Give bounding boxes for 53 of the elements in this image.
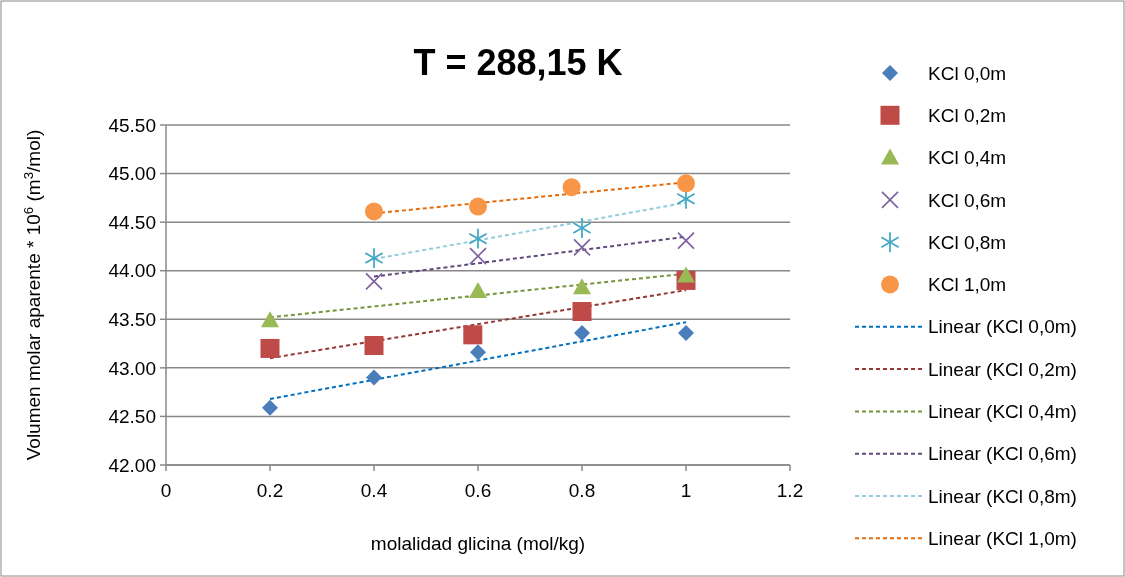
- y-tick-label: 43.50: [108, 308, 156, 330]
- point: [562, 178, 581, 197]
- point: [677, 174, 695, 193]
- legend-label: KCl 0,2m: [928, 104, 1007, 126]
- y-tick-label: 43.00: [108, 357, 156, 379]
- y-tick-label: 45.50: [108, 114, 156, 136]
- legend-label: KCl 0,6m: [928, 189, 1007, 211]
- legend-label: KCl 0,8m: [928, 231, 1007, 253]
- point: [468, 228, 488, 249]
- legend-label: Linear (KCl 0,4m): [928, 401, 1077, 423]
- point: [469, 197, 487, 216]
- legend-label: Linear (KCl 0,0m): [928, 316, 1077, 338]
- point: [677, 231, 695, 250]
- point: [677, 266, 695, 283]
- x-axis-title: molalidad glicina (mol/kg): [370, 533, 586, 554]
- x-tick-label: 0.8: [568, 480, 596, 501]
- legend-label: Linear (KCl 0,8m): [928, 485, 1077, 507]
- legend-label: Linear (KCl 0,6m): [928, 443, 1077, 465]
- point: [573, 238, 591, 257]
- x-tick-label: 1.2: [776, 480, 804, 501]
- point: [365, 202, 383, 221]
- x-tick-label: 0.6: [464, 480, 492, 501]
- y-tick-label: 44.50: [108, 211, 156, 233]
- point: [364, 336, 384, 356]
- legend-label: KCl 0,0m: [928, 62, 1007, 84]
- legend-label: Linear (KCl 1,0m): [928, 527, 1077, 549]
- point: [572, 218, 592, 238]
- legend-label: KCl 0,4m: [928, 147, 1007, 169]
- y-tick-label: 44.00: [108, 260, 156, 282]
- point: [572, 302, 592, 322]
- point: [469, 282, 487, 299]
- point: [366, 369, 382, 386]
- legend-label: Linear (KCl 0,2m): [928, 358, 1077, 380]
- y-tick-label: 45.00: [108, 163, 156, 185]
- point: [260, 338, 280, 358]
- point: [574, 324, 590, 341]
- point: [573, 278, 591, 295]
- x-tick-label: 0.4: [360, 480, 388, 501]
- x-tick-label: 0.2: [256, 480, 284, 501]
- point: [469, 247, 487, 265]
- point: [262, 399, 278, 416]
- legend-label: KCl 1,0m: [928, 274, 1007, 296]
- point: [678, 324, 694, 341]
- point: [470, 344, 486, 361]
- point: [364, 248, 384, 269]
- point: [365, 272, 383, 291]
- y-tick-label: 42.00: [108, 454, 156, 476]
- y-tick-label: 42.50: [108, 406, 156, 428]
- chart-title: T = 288,15 K: [413, 42, 623, 83]
- point: [261, 311, 279, 328]
- x-tick-label: 0: [160, 480, 172, 501]
- x-tick-label: 1: [680, 480, 692, 501]
- point: [463, 325, 483, 345]
